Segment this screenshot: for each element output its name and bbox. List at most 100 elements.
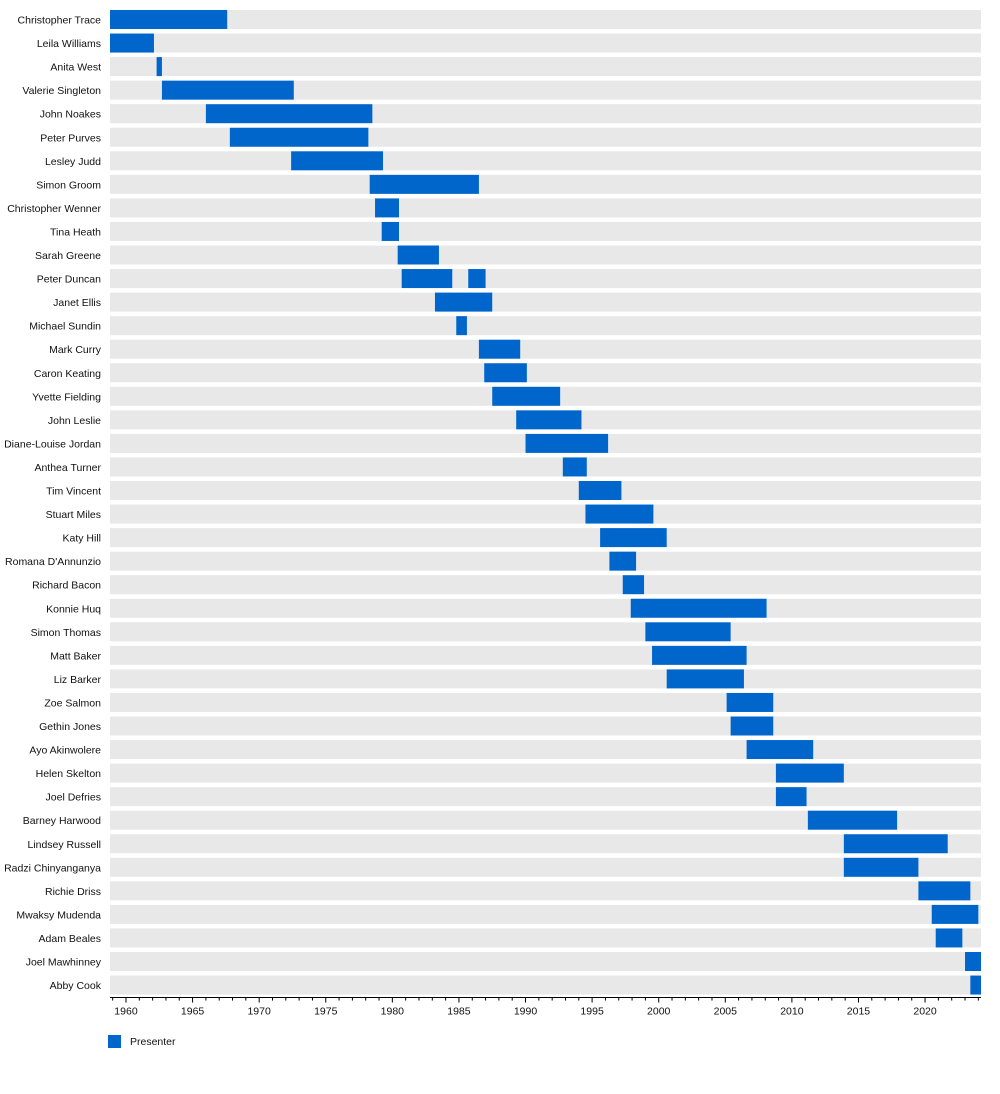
presenter-bar — [645, 622, 731, 642]
x-tick-label: 2015 — [847, 1006, 871, 1018]
presenter-bar — [931, 904, 979, 924]
row-label: Yvette Fielding — [32, 391, 101, 403]
row-background — [110, 339, 981, 359]
presenter-bar — [291, 151, 384, 171]
row-label: Anita West — [50, 62, 101, 74]
x-tick-label: 1985 — [447, 1006, 471, 1018]
row-background — [110, 716, 981, 736]
row-background — [110, 221, 981, 241]
chart-canvas: Christopher Trace Leila Williams Anita Wes… — [4, 10, 981, 1018]
row-background — [110, 692, 981, 712]
presenter-bar — [746, 740, 814, 760]
legend-swatch-presenter — [108, 1035, 121, 1048]
presenter-bar — [110, 33, 154, 53]
row-label: Leila Williams — [37, 38, 101, 50]
row-label: Michael Sundin — [29, 321, 101, 333]
row-background — [110, 881, 981, 901]
row-background — [110, 245, 981, 265]
presenter-bar — [666, 669, 744, 689]
row-label: Ayo Akinwolere — [29, 745, 101, 757]
row-background — [110, 174, 981, 194]
x-tick-label: 1970 — [247, 1006, 271, 1018]
presenter-bar — [369, 174, 479, 194]
row-background — [110, 198, 981, 218]
row-background — [110, 857, 981, 877]
row-label: Diane-Louise Jordan — [4, 438, 101, 450]
x-tick-label: 2010 — [780, 1006, 804, 1018]
row-background — [110, 528, 981, 548]
presenter-bar — [229, 127, 369, 147]
x-tick-label: 1960 — [114, 1006, 138, 1018]
row-background — [110, 80, 981, 100]
presenter-bar — [775, 763, 844, 783]
row-background — [110, 928, 981, 948]
row-background — [110, 952, 981, 971]
row-label: Richard Bacon — [32, 580, 101, 592]
x-tick-label: 2020 — [913, 1006, 937, 1018]
row-label: Zoe Salmon — [44, 697, 101, 709]
row-background — [110, 504, 981, 524]
row-background — [110, 481, 981, 500]
row-label: Stuart Miles — [46, 509, 101, 521]
row-background — [110, 316, 981, 336]
x-tick-label: 1980 — [381, 1006, 405, 1018]
row-label: Tina Heath — [50, 226, 101, 238]
x-tick-label: 2000 — [647, 1006, 671, 1018]
row-background — [110, 292, 981, 312]
row-label: Joel Defries — [46, 792, 101, 804]
row-label: Romana D'Annunzio — [5, 556, 101, 568]
row-background — [110, 645, 981, 665]
presenter-bar — [609, 551, 637, 571]
row-background — [110, 810, 981, 830]
x-tick-label: 1975 — [314, 1006, 338, 1018]
x-tick-label: 1990 — [514, 1006, 538, 1018]
row-background — [110, 622, 981, 642]
presenter-bar — [156, 57, 162, 77]
presenter-bar — [456, 316, 467, 336]
row-background — [110, 57, 981, 77]
row-background — [110, 904, 981, 924]
row-label: John Leslie — [48, 415, 101, 427]
presenter-bar — [630, 598, 767, 618]
row-label: Gethin Jones — [39, 721, 101, 733]
row-label: Helen Skelton — [36, 768, 102, 780]
row-label: Tim Vincent — [46, 486, 101, 498]
presenter-bar — [401, 269, 453, 289]
row-background — [110, 975, 981, 995]
presenter-bar — [492, 386, 561, 406]
presenter-bar — [965, 952, 981, 971]
presenter-bar — [397, 245, 439, 265]
row-label: Konnie Huq — [46, 603, 101, 615]
x-tick-label: 1965 — [181, 1006, 205, 1018]
row-label: Janet Ellis — [53, 297, 101, 309]
presenter-bar — [843, 857, 919, 877]
presenter-bar — [726, 692, 774, 712]
presenter-bar — [375, 198, 400, 218]
row-background — [110, 269, 981, 289]
row-background — [110, 598, 981, 618]
row-label: Adam Beales — [39, 933, 101, 945]
presenter-bar — [652, 645, 747, 665]
row-label: John Noakes — [40, 109, 101, 121]
row-label: Christopher Wenner — [7, 203, 101, 215]
row-label: Radzi Chinyanganya — [4, 862, 101, 874]
row-label: Katy Hill — [62, 533, 101, 545]
row-background — [110, 363, 981, 383]
presenter-bar — [161, 80, 294, 100]
presenter-bar — [935, 928, 963, 948]
presenter-bar — [918, 881, 971, 901]
row-label: Lesley Judd — [45, 156, 101, 168]
presenter-bar — [110, 10, 228, 29]
x-tick-label: 1995 — [580, 1006, 604, 1018]
legend: Presenter — [108, 1035, 176, 1048]
presenter-bar — [468, 269, 486, 289]
row-background — [110, 575, 981, 595]
presenter-bar — [478, 339, 521, 359]
presenter-bar — [730, 716, 774, 736]
row-label: Caron Keating — [34, 368, 101, 380]
row-background — [110, 33, 981, 53]
row-background — [110, 763, 981, 783]
row-label: Simon Thomas — [31, 627, 101, 639]
presenter-bar — [578, 481, 622, 500]
